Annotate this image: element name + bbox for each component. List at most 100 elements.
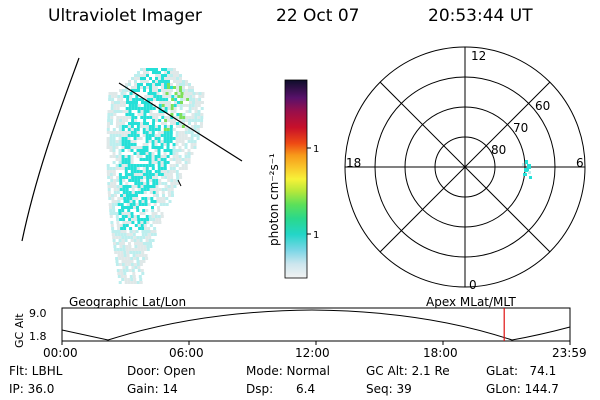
aurora-pixel [163, 173, 167, 176]
aurora-pixel [129, 194, 132, 197]
aurora-pixel [151, 134, 155, 137]
aurora-pixel [125, 89, 128, 92]
aurora-pixel [157, 173, 161, 176]
aurora-pixel [125, 119, 129, 122]
aurora-pixel [152, 191, 156, 194]
aurora-blob [106, 68, 205, 284]
aurora-pixel [193, 125, 197, 128]
aurora-pixel [119, 224, 123, 227]
aurora-pixel [176, 74, 179, 77]
aurora-pixel [137, 122, 140, 125]
aurora-pixel [120, 233, 124, 236]
aurora-pixel [167, 89, 170, 92]
aurora-pixel [143, 74, 146, 77]
aurora-pixel [153, 95, 157, 98]
aurora-pixel [197, 113, 201, 116]
aurora-pixel [154, 155, 158, 158]
aurora-pixel [173, 77, 176, 80]
aurora-pixel [155, 68, 158, 71]
aurora-pixel [120, 95, 124, 98]
aurora-pixel [116, 179, 120, 182]
aurora-pixel [161, 86, 164, 89]
aurora-pixel [179, 80, 182, 83]
aurora-pixel [112, 167, 116, 170]
aurora-pixel [156, 95, 160, 98]
aurora-pixel [132, 92, 136, 95]
aurora-pixel [145, 125, 149, 128]
aurora-pixel [140, 191, 144, 194]
aurora-pixel [148, 125, 152, 128]
aurora-pixel [151, 164, 155, 167]
aurora-pixel [141, 254, 145, 257]
aurora-pixel [163, 131, 167, 134]
aurora-pixel [135, 197, 139, 200]
aurora-pixel [191, 104, 195, 107]
lat-label-80: 80 [491, 143, 506, 157]
aurora-pixel [145, 173, 149, 176]
aurora-pixel [136, 131, 140, 134]
aurora-pixel [124, 134, 128, 137]
aurora-pixel [169, 134, 173, 137]
aurora-pixel [164, 107, 168, 110]
status-door: Door: Open [127, 364, 196, 378]
aurora-pixel [112, 140, 116, 143]
aurora-pixel [181, 164, 185, 167]
aurora-pixel [140, 80, 143, 83]
aurora-pixel [198, 101, 201, 104]
aurora-pixel [194, 104, 198, 107]
aurora-pixel [131, 176, 135, 179]
aurora-pixel [145, 146, 149, 149]
aurora-pixel [167, 83, 170, 86]
aurora-pixel [128, 242, 131, 245]
aurora-pixel [152, 83, 155, 86]
aurora-pixel [137, 245, 141, 248]
aurora-pixel [130, 125, 134, 128]
aurora-pixel [107, 122, 110, 125]
aurora-pixel [124, 206, 127, 209]
aurora-pixel [149, 77, 152, 80]
aurora-pixel [148, 161, 152, 164]
aurora-pixel [178, 137, 182, 140]
x-tick-0600: 06:00 [169, 346, 204, 360]
aurora-pixel [152, 176, 156, 179]
aurora-pixel [140, 86, 143, 89]
aurora-pixel [170, 122, 173, 125]
aurora-pixel [194, 113, 198, 116]
aurora-pixel [119, 188, 123, 191]
aurora-pixel [139, 278, 143, 281]
aurora-pixel [134, 224, 138, 227]
aurora-pixel [198, 98, 202, 101]
aurora-pixel [139, 152, 143, 155]
geographic-image [21, 57, 243, 284]
aurora-pixel [139, 149, 143, 152]
aurora-pixel [168, 194, 171, 197]
aurora-pixel [128, 80, 131, 83]
aurora-pixel [142, 149, 146, 152]
aurora-pixel [177, 101, 180, 104]
aurora-pixel [161, 188, 165, 191]
aurora-pixel [133, 152, 137, 155]
aurora-pixel [146, 80, 149, 83]
aurora-pixel [175, 173, 179, 176]
aurora-pixel [109, 134, 113, 137]
aurora-pixel [131, 107, 135, 110]
aurora-pixel [152, 80, 155, 83]
aurora-pixel [137, 113, 141, 116]
aurora-pixel [115, 143, 119, 146]
aurora-pixel [130, 281, 134, 284]
aurora-pixel [109, 209, 113, 212]
aurora-pixel [186, 98, 190, 101]
aurora-pixel [141, 272, 145, 275]
aurora-pixel [116, 116, 120, 119]
aurora-pixel [121, 239, 125, 242]
aurora-pixel [125, 107, 129, 110]
aurora-pixel [133, 281, 137, 284]
aurora-pixel [149, 83, 152, 86]
aurora-pixel [121, 263, 125, 266]
aurora-pixel [164, 176, 168, 179]
aurora-pixel [154, 134, 158, 137]
orbit-plot-frame [61, 307, 571, 342]
aurora-pixel [152, 182, 156, 185]
aurora-pixel [175, 140, 179, 143]
aurora-pixel [161, 107, 165, 110]
